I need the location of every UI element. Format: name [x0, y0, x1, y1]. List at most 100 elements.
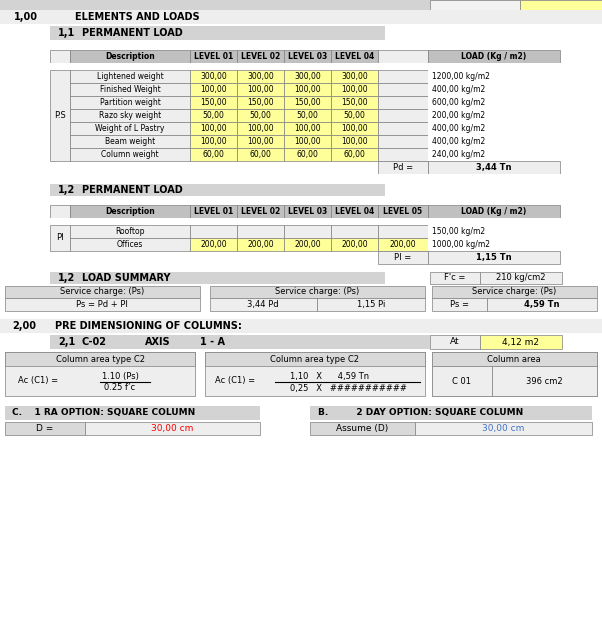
- Bar: [0, 42, 602, 50]
- Text: At: At: [450, 338, 460, 347]
- Bar: [428, 148, 560, 161]
- Bar: [5, 352, 195, 366]
- Bar: [317, 298, 425, 311]
- Bar: [237, 70, 284, 83]
- Text: 150,00: 150,00: [294, 98, 321, 107]
- Bar: [378, 148, 428, 161]
- Text: LOAD (Kg / m2): LOAD (Kg / m2): [461, 52, 527, 61]
- Text: 1,00: 1,00: [14, 12, 38, 22]
- Text: 150,00: 150,00: [200, 98, 227, 107]
- Text: 60,00: 60,00: [344, 150, 365, 159]
- Text: 396 cm2: 396 cm2: [526, 376, 562, 385]
- Bar: [85, 422, 260, 435]
- Text: 400,00 kg/m2: 400,00 kg/m2: [432, 85, 485, 94]
- Text: LEVEL 02: LEVEL 02: [241, 207, 280, 216]
- Bar: [237, 122, 284, 135]
- Bar: [5, 422, 85, 435]
- Text: 60,00: 60,00: [250, 150, 272, 159]
- Bar: [492, 366, 597, 396]
- Bar: [428, 96, 560, 109]
- Bar: [70, 135, 190, 148]
- Bar: [284, 83, 331, 96]
- Text: Lightened weight: Lightened weight: [97, 72, 163, 81]
- Bar: [237, 225, 284, 238]
- Text: 50,00: 50,00: [250, 111, 272, 120]
- Bar: [310, 422, 415, 435]
- Text: 200,00 kg/m2: 200,00 kg/m2: [432, 111, 485, 120]
- Bar: [190, 50, 237, 63]
- Bar: [430, 272, 480, 284]
- Bar: [0, 10, 602, 24]
- Bar: [205, 352, 425, 366]
- Bar: [378, 238, 428, 251]
- Text: 300,00: 300,00: [200, 72, 227, 81]
- Bar: [237, 96, 284, 109]
- Bar: [50, 335, 430, 349]
- Text: 1,10   X      4,59 Tn: 1,10 X 4,59 Tn: [290, 372, 370, 381]
- Text: 100,00: 100,00: [247, 124, 274, 133]
- Text: LEVEL 05: LEVEL 05: [383, 207, 423, 216]
- Bar: [430, 335, 480, 349]
- Bar: [331, 238, 378, 251]
- Bar: [190, 135, 237, 148]
- Text: Column area type C2: Column area type C2: [270, 354, 359, 363]
- Text: 50,00: 50,00: [344, 111, 365, 120]
- Bar: [284, 148, 331, 161]
- Text: 60,00: 60,00: [202, 150, 225, 159]
- Text: 30,00 cm: 30,00 cm: [151, 424, 193, 433]
- Bar: [70, 148, 190, 161]
- Bar: [237, 205, 284, 218]
- Bar: [331, 205, 378, 218]
- Bar: [237, 148, 284, 161]
- Text: Finished Weight: Finished Weight: [99, 85, 160, 94]
- Bar: [50, 70, 70, 161]
- Text: Partition weight: Partition weight: [99, 98, 161, 107]
- Bar: [428, 205, 560, 218]
- Bar: [378, 225, 428, 238]
- Text: 50,00: 50,00: [202, 111, 225, 120]
- Bar: [0, 63, 602, 70]
- Text: LOAD (Kg / m2): LOAD (Kg / m2): [461, 207, 527, 216]
- Bar: [70, 205, 190, 218]
- Bar: [0, 24, 602, 42]
- Bar: [428, 70, 560, 83]
- Bar: [210, 286, 425, 298]
- Text: Ac (C1) =: Ac (C1) =: [215, 376, 255, 385]
- Text: 1,15 Tn: 1,15 Tn: [476, 253, 512, 262]
- Text: 50,00: 50,00: [297, 111, 318, 120]
- Bar: [70, 50, 190, 63]
- Text: 300,00: 300,00: [247, 72, 274, 81]
- Text: 2,00: 2,00: [12, 321, 36, 331]
- Bar: [428, 225, 560, 238]
- Bar: [428, 83, 560, 96]
- Text: Column area type C2: Column area type C2: [55, 354, 144, 363]
- Text: 100,00: 100,00: [294, 124, 321, 133]
- Bar: [70, 96, 190, 109]
- Text: Service charge: (Ps): Service charge: (Ps): [275, 288, 359, 297]
- Bar: [190, 83, 237, 96]
- Bar: [190, 122, 237, 135]
- Bar: [428, 251, 560, 264]
- Text: 100,00: 100,00: [294, 85, 321, 94]
- Text: 100,00: 100,00: [341, 85, 368, 94]
- Text: 300,00: 300,00: [341, 72, 368, 81]
- Text: 100,00: 100,00: [200, 85, 227, 94]
- Bar: [432, 352, 597, 366]
- Text: 1,2: 1,2: [58, 273, 75, 283]
- Text: Column weight: Column weight: [101, 150, 159, 159]
- Bar: [210, 298, 317, 311]
- Bar: [310, 406, 592, 420]
- Text: 60,00: 60,00: [297, 150, 318, 159]
- Bar: [0, 319, 602, 333]
- Text: LEVEL 02: LEVEL 02: [241, 52, 280, 61]
- Bar: [432, 298, 487, 311]
- Text: Ps =: Ps =: [450, 300, 468, 309]
- Text: B.         2 DAY OPTION: SQUARE COLUMN: B. 2 DAY OPTION: SQUARE COLUMN: [318, 408, 523, 417]
- Bar: [428, 135, 560, 148]
- Bar: [284, 238, 331, 251]
- Bar: [50, 184, 385, 196]
- Text: 150,00: 150,00: [341, 98, 368, 107]
- Text: F'c =: F'c =: [444, 274, 466, 283]
- Text: 400,00 kg/m2: 400,00 kg/m2: [432, 124, 485, 133]
- Bar: [237, 109, 284, 122]
